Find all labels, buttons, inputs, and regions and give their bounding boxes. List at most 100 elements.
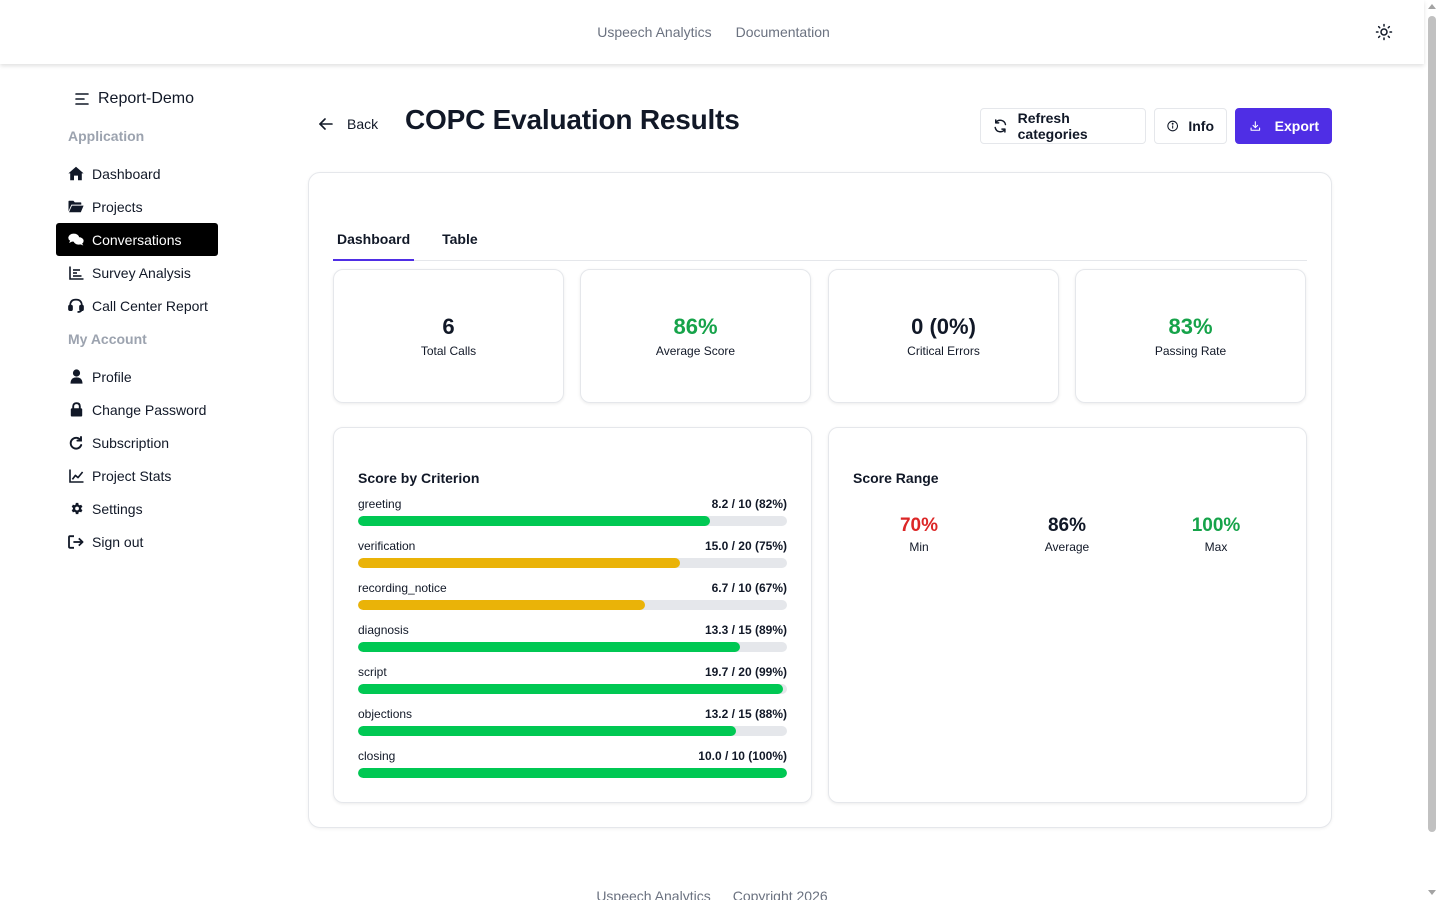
card-title: Score Range <box>853 470 939 486</box>
info-icon <box>1167 120 1179 132</box>
sidebar-item-projects[interactable]: Projects <box>56 190 218 223</box>
sidebar-item-project-stats[interactable]: Project Stats <box>56 459 218 492</box>
back-label: Back <box>347 116 379 132</box>
criterion-row: closing 10.0 / 10 (100%) <box>358 748 787 790</box>
card-title: Score by Criterion <box>358 470 480 486</box>
sidebar-item-sign-out[interactable]: Sign out <box>56 525 218 558</box>
stat-label: Total Calls <box>420 344 477 358</box>
range-label: Average <box>1044 540 1090 554</box>
scroll-thumb[interactable] <box>1428 16 1436 832</box>
sidebar-item-conversations[interactable]: Conversations <box>56 223 218 256</box>
criterion-row: greeting 8.2 / 10 (82%) <box>358 496 787 538</box>
section-title-application: Application <box>68 128 145 144</box>
refresh-icon <box>994 119 1007 133</box>
score-by-criterion-card: Score by Criterion greeting 8.2 / 10 (82%… <box>333 427 812 803</box>
criterion-progress-track <box>358 684 787 694</box>
user-icon <box>68 369 84 385</box>
top-nav: Uspeech Analytics Documentation <box>597 24 830 40</box>
sidebar-item-dashboard[interactable]: Dashboard <box>56 157 218 190</box>
stat-value: 86% <box>673 314 718 339</box>
tab-dashboard[interactable]: Dashboard <box>333 229 415 261</box>
range-value: 70% <box>899 515 939 536</box>
stat-value: 0 (0%) <box>911 314 976 339</box>
range-label: Max <box>1204 540 1228 554</box>
criterion-score: 13.3 / 15 (89%) <box>704 623 787 637</box>
stat-card-passing-rate: 83% Passing Rate <box>1075 269 1306 403</box>
export-button[interactable]: Export <box>1235 108 1332 144</box>
lock-icon <box>68 402 84 418</box>
criterion-score: 19.7 / 20 (99%) <box>704 665 787 679</box>
range-value: 86% <box>1047 515 1087 536</box>
sidebar-item-settings[interactable]: Settings <box>56 492 218 525</box>
sidebar-item-profile[interactable]: Profile <box>56 360 218 393</box>
sun-icon <box>1375 23 1393 41</box>
refresh-categories-button[interactable]: Refresh categories <box>980 108 1146 144</box>
folder-open-icon <box>68 199 84 215</box>
sidebar-item-label: Subscription <box>92 434 170 451</box>
sidebar-item-label: Call Center Report <box>92 297 208 314</box>
criterion-progress-fill <box>358 642 740 652</box>
back-button[interactable]: Back <box>318 116 378 132</box>
criterion-row: recording_notice 6.7 / 10 (67%) <box>358 580 787 622</box>
sidebar-item-label: Dashboard <box>92 165 161 182</box>
criterion-progress-track <box>358 768 787 778</box>
score-range-row: 70% Min 86% Average 100% Max <box>829 514 1306 564</box>
export-label: Export <box>1274 118 1319 134</box>
stat-card-total-calls: 6 Total Calls <box>333 269 564 403</box>
criterion-score: 10.0 / 10 (100%) <box>698 749 787 763</box>
sidebar-item-label: Settings <box>92 500 143 517</box>
top-nav-link-analytics[interactable]: Uspeech Analytics <box>597 24 712 40</box>
top-nav-link-documentation[interactable]: Documentation <box>735 24 830 40</box>
arrow-left-icon <box>319 118 333 130</box>
bar-chart-icon <box>68 265 84 281</box>
sidebar-item-survey-analysis[interactable]: Survey Analysis <box>56 256 218 289</box>
range-label: Min <box>909 540 929 554</box>
stat-value: 6 <box>442 314 455 339</box>
home-icon <box>68 166 84 182</box>
footer-copyright: Copyright 2026 <box>732 888 828 900</box>
criterion-progress-fill <box>358 768 787 778</box>
line-chart-icon <box>68 468 84 484</box>
footer: Uspeech Analytics Copyright 2026 <box>0 888 1424 900</box>
criterion-progress-track <box>358 558 787 568</box>
criterion-progress-fill <box>358 726 736 736</box>
sidebar-item-change-password[interactable]: Change Password <box>56 393 218 426</box>
criterion-score: 6.7 / 10 (67%) <box>711 581 787 595</box>
criterion-score: 15.0 / 20 (75%) <box>704 539 787 553</box>
sidebar-brand[interactable]: Report-Demo <box>56 84 218 114</box>
criterion-row: diagnosis 13.3 / 15 (89%) <box>358 622 787 664</box>
scroll-down-arrow[interactable] <box>1428 890 1436 895</box>
score-range-min: 70% Min <box>859 514 979 554</box>
sidebar: Report-Demo Application Dashboard Projec… <box>56 84 218 558</box>
score-range-max: 100% Max <box>1156 514 1276 554</box>
sidebar-item-call-center-report[interactable]: Call Center Report <box>56 289 218 322</box>
criterion-name: recording_notice <box>358 581 447 595</box>
criterion-progress-fill <box>358 684 783 694</box>
sidebar-item-label: Profile <box>92 368 132 385</box>
sidebar-item-label: Project Stats <box>92 467 172 484</box>
criterion-row: script 19.7 / 20 (99%) <box>358 664 787 706</box>
criterion-progress-fill <box>358 516 710 526</box>
sidebar-item-label: Survey Analysis <box>92 264 191 281</box>
tab-table[interactable]: Table <box>442 231 478 247</box>
refresh-icon <box>68 435 84 451</box>
criterion-progress-track <box>358 516 787 526</box>
scroll-up-arrow[interactable] <box>1428 4 1436 9</box>
criterion-name: script <box>358 665 387 679</box>
results-tabs: Dashboard Table <box>333 229 1307 261</box>
criterion-row: verification 15.0 / 20 (75%) <box>358 538 787 580</box>
range-value: 100% <box>1191 515 1241 536</box>
info-label: Info <box>1188 118 1214 134</box>
score-range-average: 86% Average <box>1007 514 1127 554</box>
info-button[interactable]: Info <box>1154 108 1227 144</box>
criterion-progress-track <box>358 600 787 610</box>
stat-card-critical-errors: 0 (0%) Critical Errors <box>828 269 1059 403</box>
sidebar-item-subscription[interactable]: Subscription <box>56 426 218 459</box>
criterion-name: greeting <box>358 497 402 511</box>
headset-icon <box>68 298 84 314</box>
page-scrollbar[interactable] <box>1424 0 1440 900</box>
theme-toggle-button[interactable] <box>1374 22 1394 42</box>
criterion-name: diagnosis <box>358 623 409 637</box>
page-title: COPC Evaluation Results <box>405 104 740 135</box>
criterion-name: closing <box>358 749 396 763</box>
